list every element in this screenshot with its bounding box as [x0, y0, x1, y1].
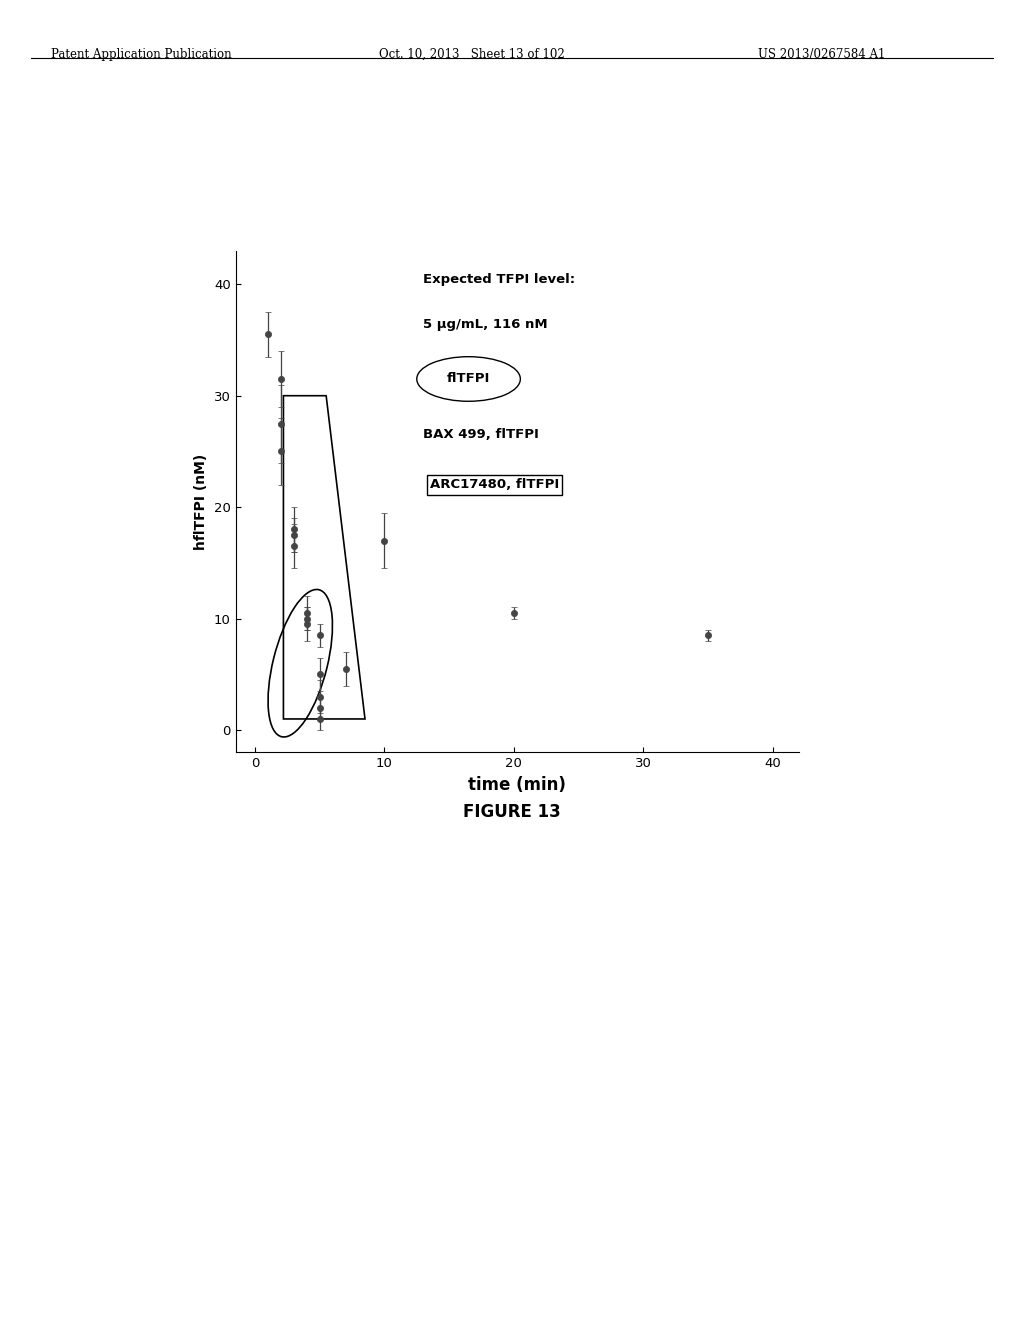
Text: flTFPI: flTFPI: [446, 372, 490, 385]
Text: Patent Application Publication: Patent Application Publication: [51, 48, 231, 61]
Text: Expected TFPI level:: Expected TFPI level:: [423, 273, 575, 286]
Text: FIGURE 13: FIGURE 13: [463, 803, 561, 821]
Y-axis label: hflTFPI (nM): hflTFPI (nM): [195, 454, 208, 549]
Text: US 2013/0267584 A1: US 2013/0267584 A1: [758, 48, 885, 61]
Text: ARC17480, flTFPI: ARC17480, flTFPI: [430, 478, 559, 491]
Text: 5 µg/mL, 116 nM: 5 µg/mL, 116 nM: [423, 318, 548, 331]
Text: Oct. 10, 2013   Sheet 13 of 102: Oct. 10, 2013 Sheet 13 of 102: [379, 48, 564, 61]
X-axis label: time (min): time (min): [468, 776, 566, 793]
Text: BAX 499, flTFPI: BAX 499, flTFPI: [423, 428, 539, 441]
